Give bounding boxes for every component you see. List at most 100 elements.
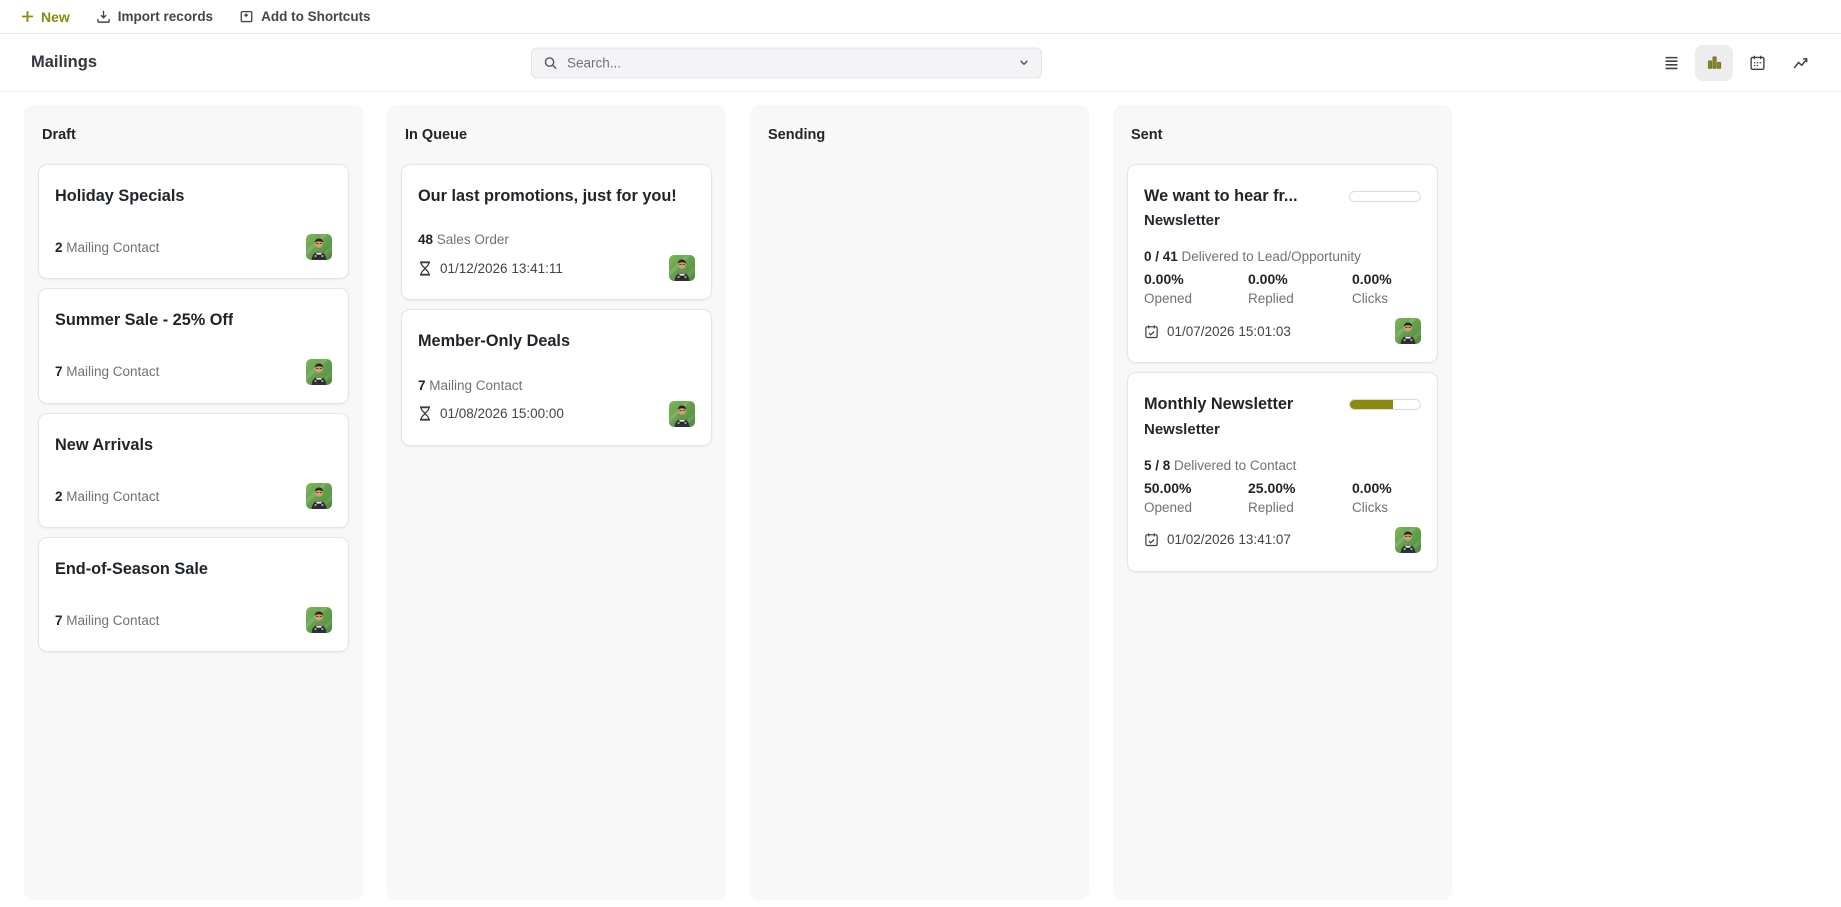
calendar-view-button[interactable] xyxy=(1738,45,1776,81)
search-input[interactable] xyxy=(567,55,1009,70)
scheduled-date: 01/08/2026 15:00:00 xyxy=(440,406,564,422)
column-header: Sending xyxy=(768,127,826,143)
stat-replied: 25.00% Replied xyxy=(1248,480,1352,515)
column-header: In Queue xyxy=(405,127,468,143)
list-view-button[interactable] xyxy=(1652,45,1690,81)
scheduled-date-line: 01/12/2026 13:41:11 xyxy=(418,261,563,276)
add-to-shortcuts-button[interactable]: Add to Shortcuts xyxy=(228,5,382,28)
card-title-row: We want to hear fr... xyxy=(1144,186,1421,206)
card-footer: 2 Mailing Contact xyxy=(55,483,332,510)
kanban-card[interactable]: Monthly Newsletter Newsletter 5 / 8 Delive… xyxy=(1127,372,1438,572)
responsible-avatar[interactable] xyxy=(669,400,695,427)
stat-label: Clicks xyxy=(1352,291,1388,307)
kanban-card[interactable]: End-of-Season Sale 7 Mailing Contact xyxy=(38,537,349,653)
calendar-check-icon xyxy=(1144,532,1159,547)
stat-label: Opened xyxy=(1144,499,1193,515)
card-footer: 01/12/2026 13:41:11 xyxy=(418,255,695,282)
sent-date: 01/07/2026 15:01:03 xyxy=(1167,323,1291,339)
card-title: Our last promotions, just for you! xyxy=(418,187,677,205)
sent-date-line: 01/07/2026 15:01:03 xyxy=(1144,324,1291,339)
kanban-card[interactable]: Member-Only Deals 7 Mailing Contact 01/08/… xyxy=(401,309,712,446)
card-title: We want to hear fr... xyxy=(1144,187,1298,205)
recipients-count-value: 2 xyxy=(55,488,63,504)
delivery-progress-bar xyxy=(1349,190,1421,202)
recipients-count-label: Mailing Contact xyxy=(66,239,160,255)
delivered-line: 5 / 8 Delivered to Contact xyxy=(1144,458,1421,473)
stat-label: Replied xyxy=(1248,499,1294,515)
card-title-row: New Arrivals xyxy=(55,435,332,455)
responsible-avatar[interactable] xyxy=(1395,318,1421,345)
card-footer: 01/08/2026 15:00:00 xyxy=(418,400,695,427)
card-footer: 7 Mailing Contact xyxy=(55,607,332,634)
recipients-count-label: Mailing Contact xyxy=(66,364,160,380)
recipients-count-label: Sales Order xyxy=(436,232,509,248)
responsible-avatar[interactable] xyxy=(306,234,332,261)
recipients-count-value: 7 xyxy=(418,377,426,393)
search-bar[interactable] xyxy=(531,47,1042,78)
stat-opened: 0.00% Opened xyxy=(1144,271,1248,306)
card-subtitle: Newsletter xyxy=(1144,420,1220,438)
kanban-card[interactable]: Holiday Specials 2 Mailing Contact xyxy=(38,164,349,280)
recipients-count: 2 Mailing Contact xyxy=(55,489,159,504)
page-title: Mailings xyxy=(31,53,98,71)
download-icon xyxy=(96,9,111,24)
kanban-card[interactable]: New Arrivals 2 Mailing Contact xyxy=(38,412,349,529)
recipients-count: 7 Mailing Contact xyxy=(55,364,159,379)
recipients-count: 7 Mailing Contact xyxy=(55,613,159,628)
kanban-column-in-queue: In Queue Our last promotions, just for yo… xyxy=(387,105,726,900)
stat-value: 0.00% xyxy=(1144,271,1184,288)
recipients-count-label: Mailing Contact xyxy=(66,488,160,504)
card-title-row: Monthly Newsletter xyxy=(1144,394,1421,414)
responsible-avatar[interactable] xyxy=(306,483,332,510)
calendar-check-icon xyxy=(1144,324,1159,339)
stat-value: 50.00% xyxy=(1144,479,1192,496)
kanban-board: Draft Holiday Specials 2 Mailing Contact Su… xyxy=(0,92,1841,906)
scheduled-date: 01/12/2026 13:41:11 xyxy=(440,260,563,276)
calendar-view-icon xyxy=(1749,54,1766,71)
column-header: Sent xyxy=(1131,127,1163,143)
stat-label: Replied xyxy=(1248,291,1294,307)
stat-value: 25.00% xyxy=(1248,479,1296,496)
control-panel: Mailings xyxy=(0,34,1841,92)
sent-date-line: 01/02/2026 13:41:07 xyxy=(1144,532,1291,547)
kanban-view-button[interactable] xyxy=(1695,44,1733,81)
kanban-card[interactable]: Our last promotions, just for you! 48 Sal… xyxy=(401,164,712,301)
responsible-avatar[interactable] xyxy=(1395,526,1421,553)
hourglass-icon xyxy=(418,261,432,276)
stat-label: Clicks xyxy=(1352,499,1388,515)
delivery-progress-bar xyxy=(1349,399,1421,411)
card-title-row: Our last promotions, just for you! xyxy=(418,186,695,206)
card-title: End-of-Season Sale xyxy=(55,560,208,579)
kanban-view-icon xyxy=(1706,54,1723,71)
recipients-count: 2 Mailing Contact xyxy=(55,240,159,255)
stat-opened: 50.00% Opened xyxy=(1144,480,1248,515)
new-button[interactable]: New xyxy=(10,5,81,29)
graph-view-icon xyxy=(1792,54,1809,71)
recipients-count-label: Mailing Contact xyxy=(66,612,160,628)
card-footer: 7 Mailing Contact xyxy=(55,358,332,385)
graph-view-button[interactable] xyxy=(1781,45,1819,81)
chevron-down-icon[interactable] xyxy=(1018,57,1030,69)
recipients-count-value: 2 xyxy=(55,239,63,255)
card-title: Member-Only Deals xyxy=(418,332,571,351)
card-title: Summer Sale - 25% Off xyxy=(55,311,234,330)
responsible-avatar[interactable] xyxy=(306,358,332,385)
card-title: Monthly Newsletter xyxy=(1144,395,1294,414)
responsible-avatar[interactable] xyxy=(306,607,332,634)
import-records-button[interactable]: Import records xyxy=(85,5,224,28)
sent-date: 01/02/2026 13:41:07 xyxy=(1167,532,1291,548)
stat-clicks: 0.00% Clicks xyxy=(1352,480,1421,515)
kanban-card[interactable]: We want to hear fr... Newsletter 0 / 41 De… xyxy=(1127,164,1438,364)
card-subtitle: Newsletter xyxy=(1144,212,1220,230)
card-title: New Arrivals xyxy=(55,435,154,454)
recipients-count: 7 Mailing Contact xyxy=(418,378,695,393)
stat-clicks: 0.00% Clicks xyxy=(1352,271,1421,306)
list-view-icon xyxy=(1663,54,1680,71)
kanban-card[interactable]: Summer Sale - 25% Off 7 Mailing Contact xyxy=(38,288,349,404)
card-title: Holiday Specials xyxy=(55,187,185,205)
kanban-column-draft: Draft Holiday Specials 2 Mailing Contact Su… xyxy=(24,105,363,900)
new-button-label: New xyxy=(41,8,70,25)
responsible-avatar[interactable] xyxy=(669,255,695,282)
view-switcher xyxy=(1652,44,1819,81)
kanban-column-sent: Sent We want to hear fr... Newsletter 0 / 4… xyxy=(1113,105,1452,900)
